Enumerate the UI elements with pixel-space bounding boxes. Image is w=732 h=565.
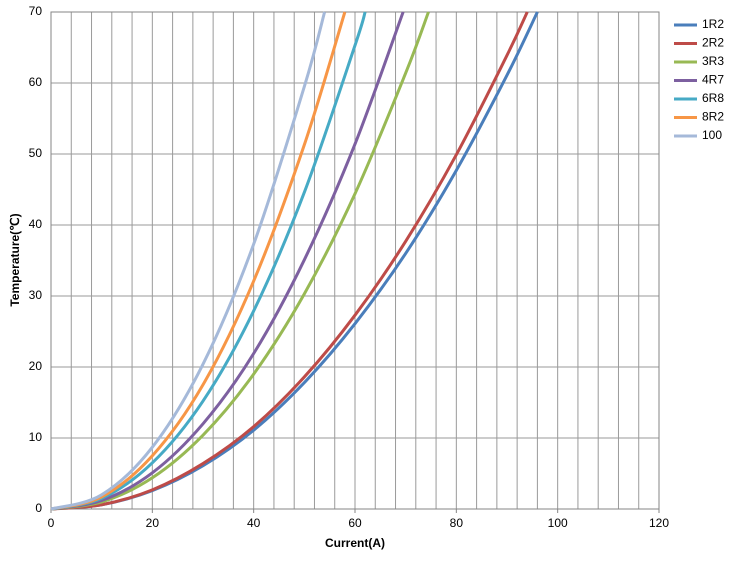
- plot-border: [50, 11, 660, 510]
- line: [50, 11, 347, 511]
- legend-label: 100: [702, 128, 722, 142]
- y-tick-label: 30: [29, 288, 43, 302]
- x-tick-label: 100: [548, 516, 568, 530]
- y-tick-label: 50: [29, 146, 43, 160]
- y-tick-label: 40: [29, 217, 43, 231]
- legend-label: 6R8: [702, 91, 724, 105]
- x-tick-label: 40: [247, 516, 261, 530]
- legend-label: 3R3: [702, 54, 724, 68]
- x-tick-label: 80: [450, 516, 464, 530]
- y-tick-label: 70: [29, 4, 43, 18]
- line: [50, 11, 327, 511]
- x-tick-label: 120: [649, 516, 669, 530]
- y-tick-label: 60: [29, 75, 43, 89]
- legend-label: 2R2: [702, 36, 724, 50]
- line: [50, 11, 405, 511]
- y-tick-label: 10: [29, 430, 43, 444]
- legend-label: 1R2: [702, 17, 724, 31]
- y-tick-label: 20: [29, 359, 43, 373]
- x-axis-title: Current(A): [325, 536, 385, 550]
- x-tick-label: 20: [146, 516, 160, 530]
- x-tick-label: 60: [348, 516, 362, 530]
- line: [50, 11, 367, 511]
- y-tick-label: 0: [35, 501, 42, 515]
- legend-label: 4R7: [702, 73, 724, 87]
- line: [50, 11, 430, 511]
- y-axis-title: Temperature(℃): [8, 213, 22, 306]
- line: [50, 11, 529, 511]
- legend-label: 8R2: [702, 110, 724, 124]
- x-tick-label: 0: [48, 516, 55, 530]
